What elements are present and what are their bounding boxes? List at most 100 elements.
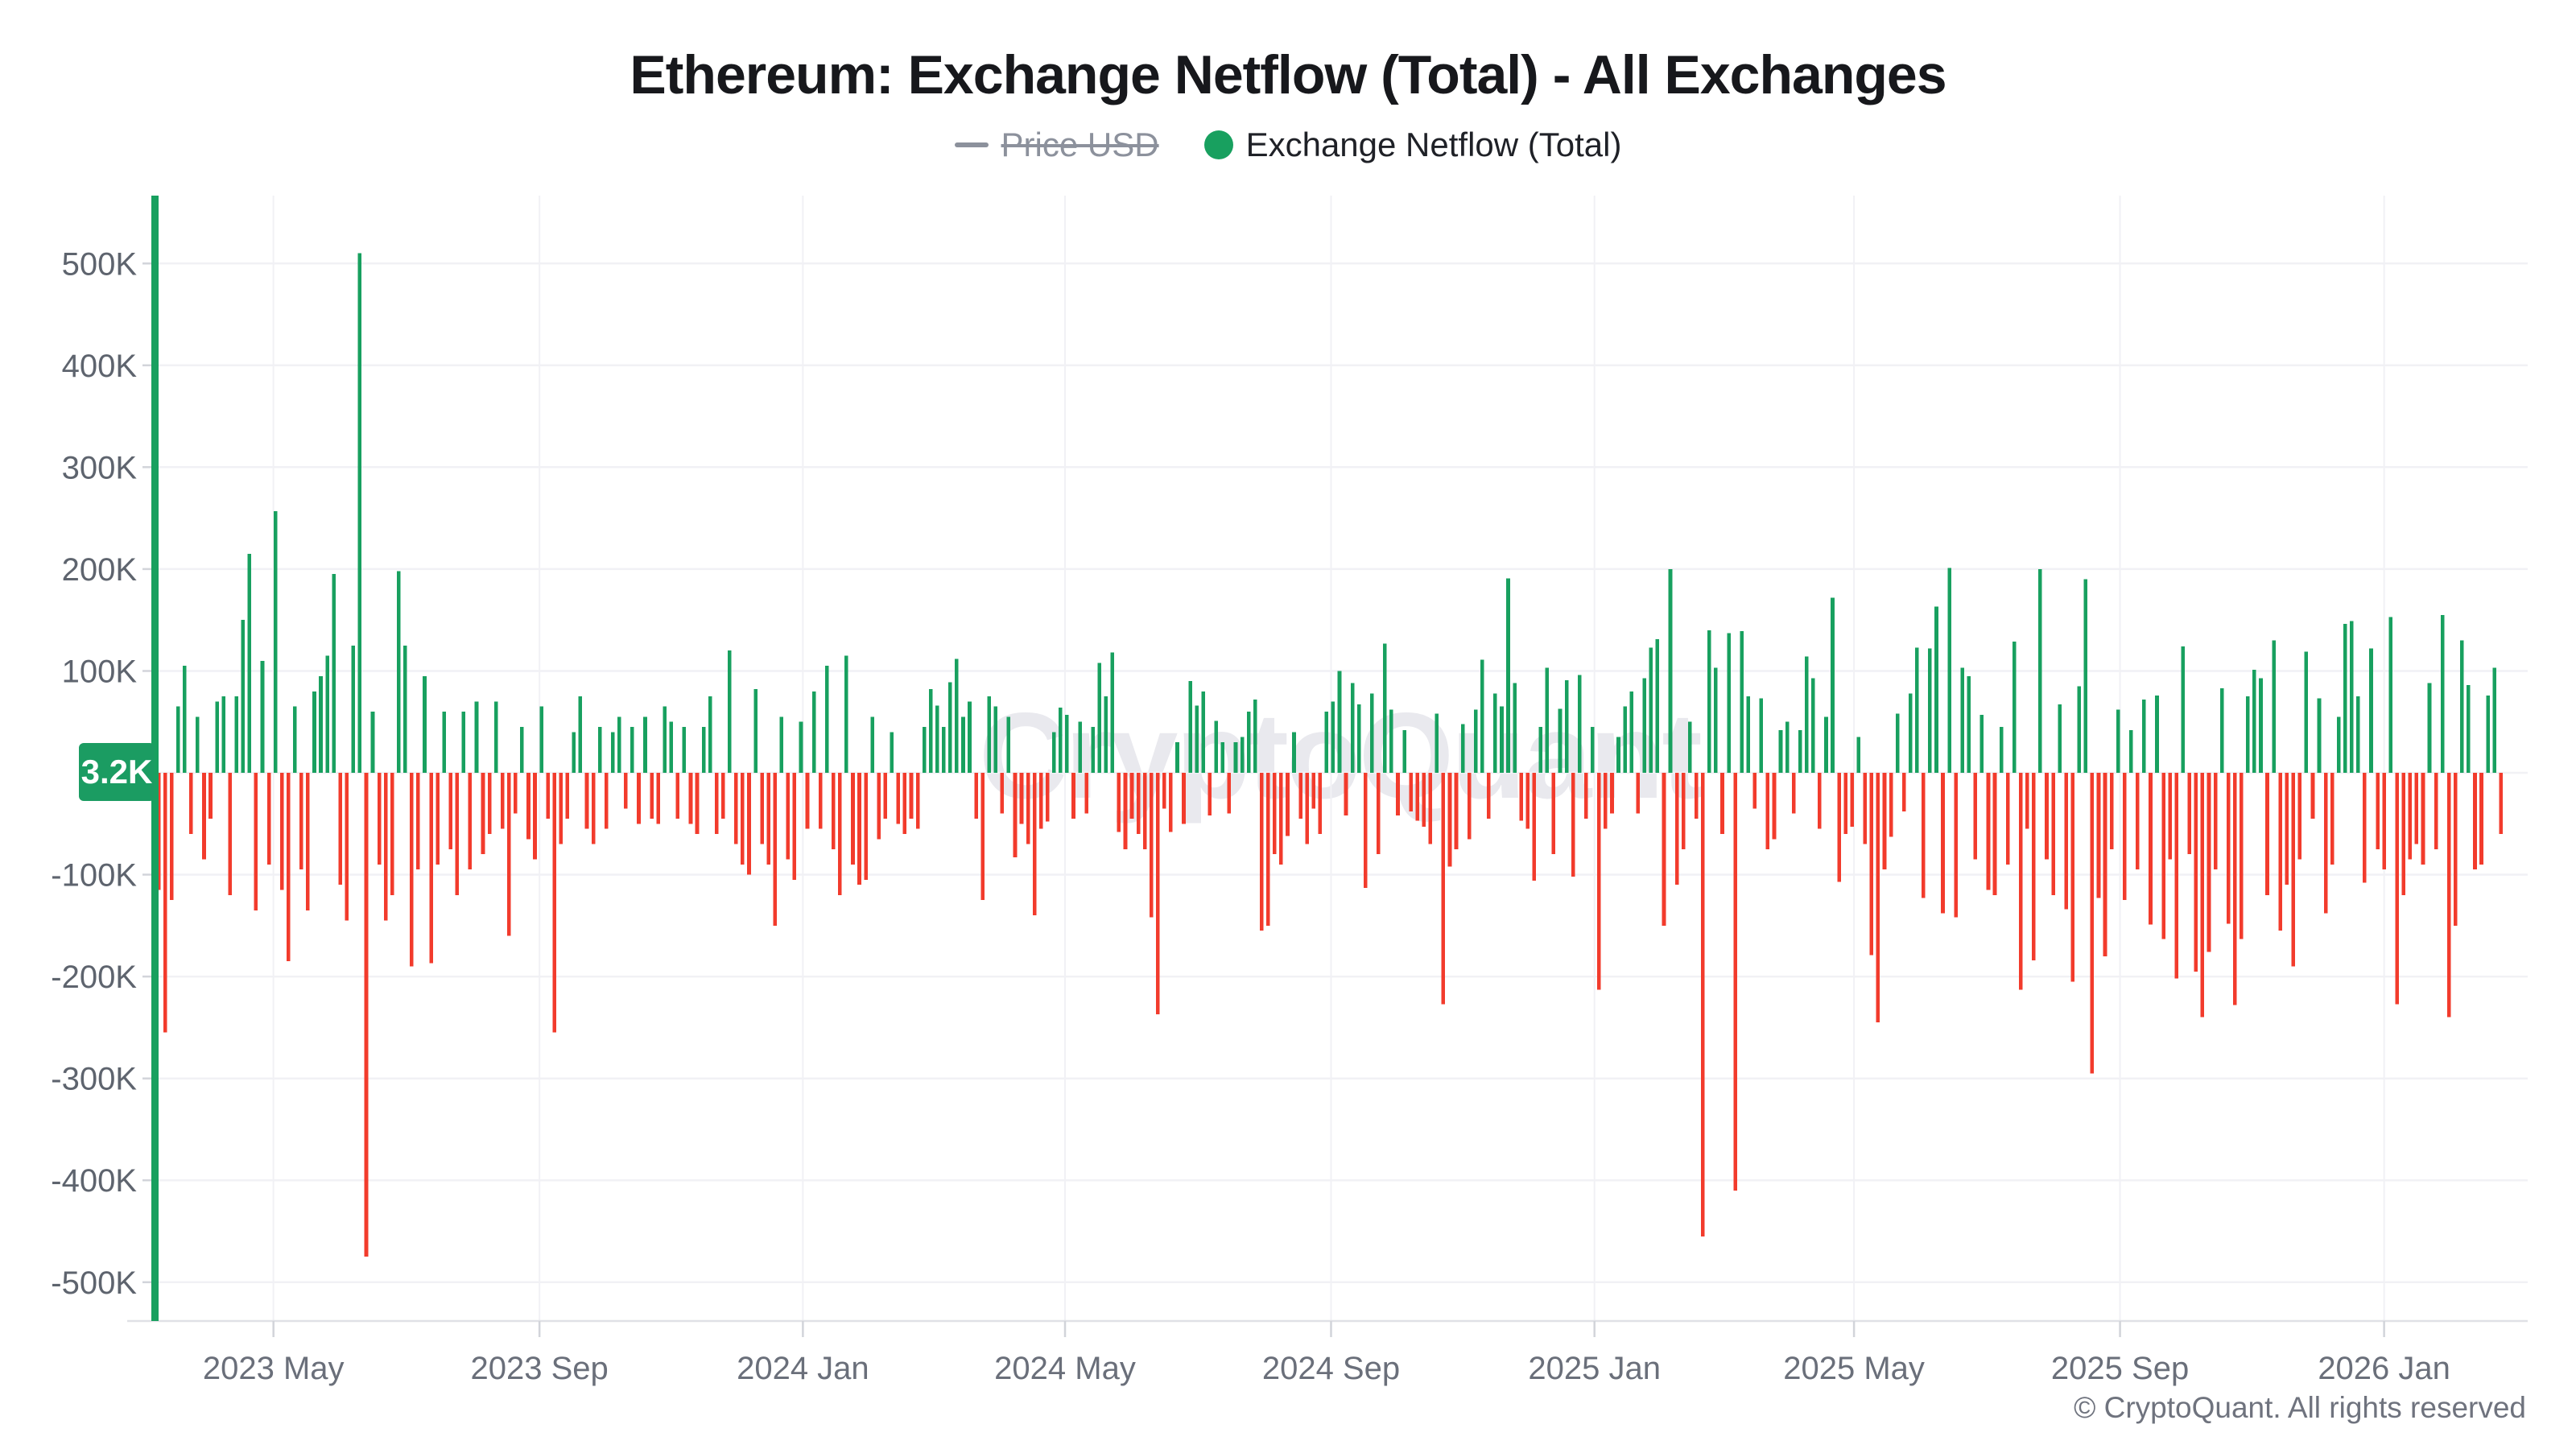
- netflow-bar: [377, 773, 382, 865]
- x-axis-label: 2025 Jan: [1528, 1351, 1661, 1386]
- netflow-bar: [2012, 641, 2017, 773]
- netflow-bar: [1791, 773, 1796, 814]
- netflow-bar: [747, 773, 751, 875]
- netflow-bar: [2207, 773, 2211, 952]
- netflow-bar: [721, 773, 725, 819]
- netflow-bar: [2285, 773, 2289, 886]
- netflow-bar: [2122, 773, 2127, 901]
- netflow-bar: [688, 773, 693, 824]
- netflow-bar: [2454, 773, 2458, 926]
- x-axis-label: 2025 May: [1783, 1351, 1925, 1386]
- netflow-bar: [2200, 773, 2205, 1018]
- netflow-bar: [2240, 773, 2244, 939]
- netflow-bar: [1604, 773, 1608, 829]
- netflow-bar: [1519, 773, 1523, 821]
- netflow-bar: [1493, 693, 1497, 773]
- netflow-bar: [1629, 691, 1633, 773]
- netflow-bar: [370, 712, 375, 773]
- netflow-bar: [1674, 773, 1679, 886]
- netflow-bar: [1006, 716, 1011, 773]
- legend-item-price-usd[interactable]: Price USD: [954, 126, 1159, 164]
- netflow-bar: [637, 773, 641, 824]
- netflow-bar: [1863, 773, 1868, 844]
- netflow-bar: [1123, 773, 1128, 849]
- netflow-bar: [987, 696, 991, 773]
- netflow-bar: [2492, 667, 2496, 773]
- netflow-bar: [1019, 773, 1024, 824]
- netflow-bar: [1831, 597, 1835, 773]
- netflow-bar: [2155, 695, 2159, 773]
- netflow-bar: [883, 773, 888, 819]
- y-axis-label: -300K: [51, 1062, 137, 1097]
- netflow-bar: [2467, 685, 2471, 773]
- netflow-bar: [306, 773, 310, 910]
- netflow-bar: [741, 773, 745, 865]
- netflow-axis-line: [151, 196, 159, 1321]
- netflow-bar: [792, 773, 797, 880]
- netflow-bar: [2473, 773, 2477, 870]
- netflow-bar: [1616, 737, 1620, 773]
- netflow-bar: [1525, 773, 1530, 829]
- netflow-bar: [500, 773, 505, 829]
- netflow-bar: [2395, 773, 2399, 1005]
- netflow-bar: [2252, 670, 2256, 773]
- netflow-bar: [980, 773, 985, 901]
- netflow-bar: [2414, 773, 2419, 844]
- netflow-bar: [896, 773, 901, 824]
- netflow-bar: [2408, 773, 2413, 860]
- netflow-bar: [1487, 773, 1491, 819]
- netflow-bar: [2129, 729, 2133, 773]
- netflow-bar: [786, 773, 791, 860]
- legend-label-netflow: Exchange Netflow (Total): [1245, 126, 1622, 163]
- netflow-bar: [1668, 568, 1673, 773]
- netflow-bar: [2058, 704, 2062, 773]
- netflow-bar: [1901, 773, 1906, 812]
- netflow-bar: [650, 773, 654, 819]
- netflow-bar: [1415, 773, 1419, 821]
- y-axis-label: 200K: [62, 552, 138, 588]
- netflow-bar: [175, 706, 180, 773]
- netflow-bar: [1046, 773, 1050, 822]
- netflow-bar: [2440, 614, 2445, 773]
- netflow-bar: [656, 773, 660, 824]
- netflow-bar: [714, 773, 719, 834]
- netflow-bar: [1922, 773, 1926, 898]
- netflow-bar: [993, 706, 998, 773]
- netflow-bar: [760, 773, 764, 844]
- netflow-bar: [572, 732, 576, 773]
- netflow-bar: [1701, 773, 1705, 1236]
- netflow-bar: [533, 773, 537, 860]
- netflow-bar: [436, 773, 440, 865]
- netflow-bar: [234, 696, 239, 773]
- netflow-bar: [2356, 696, 2360, 773]
- netflow-bar: [1447, 773, 1452, 867]
- netflow-bar: [1129, 773, 1134, 819]
- netflow-bar: [1305, 773, 1309, 844]
- netflow-bar: [2103, 773, 2107, 956]
- netflow-bar: [695, 773, 700, 834]
- netflow-bar: [922, 727, 927, 773]
- netflow-bar: [942, 727, 946, 773]
- y-axis-label: -100K: [51, 858, 137, 894]
- price-line-marker-icon: [954, 142, 989, 147]
- netflow-bar: [734, 773, 738, 844]
- netflow-bar: [1136, 773, 1141, 834]
- netflow-bar: [1383, 643, 1387, 773]
- netflow-bar: [1714, 667, 1718, 773]
- netflow-bar: [643, 716, 647, 773]
- netflow-bar: [1065, 714, 1069, 773]
- netflow-bar: [221, 696, 225, 773]
- netflow-bar: [773, 773, 777, 926]
- netflow-bar: [546, 773, 550, 819]
- netflow-bar: [514, 773, 518, 814]
- legend-item-netflow[interactable]: Exchange Netflow (Total): [1203, 126, 1622, 164]
- netflow-bar: [1979, 714, 1984, 773]
- netflow-bar: [2446, 773, 2451, 1018]
- netflow-bar: [928, 689, 933, 773]
- netflow-bar: [1071, 773, 1075, 819]
- netflow-bar: [2038, 568, 2042, 773]
- netflow-bar: [1895, 713, 1900, 773]
- netflow-bar: [1026, 773, 1030, 844]
- netflow-bar: [565, 773, 570, 819]
